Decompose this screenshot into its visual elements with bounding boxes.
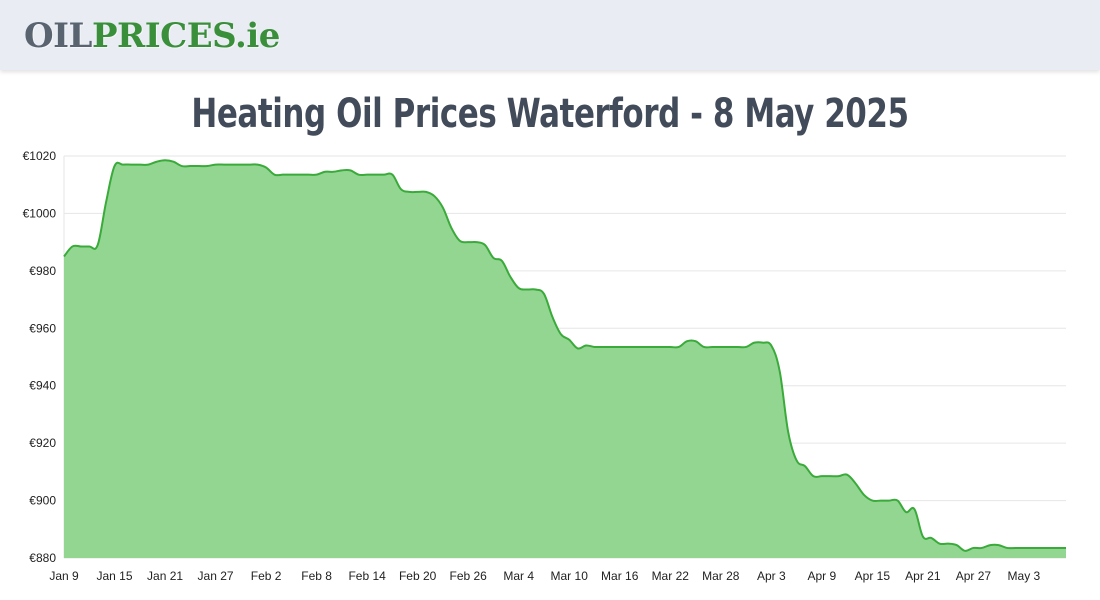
logo-tld-text: .ie <box>234 16 280 56</box>
logo-prices-text: PRICES <box>91 16 236 56</box>
price-area-fill <box>64 160 1066 558</box>
x-tick-label: Apr 15 <box>855 569 891 583</box>
x-tick-label: Feb 20 <box>399 569 437 583</box>
x-tick-label: Apr 27 <box>956 569 992 583</box>
x-tick-label: Apr 9 <box>807 569 836 583</box>
y-tick-label: €920 <box>29 436 56 450</box>
price-series-line <box>63 159 1066 552</box>
y-tick-label: €1020 <box>23 149 57 163</box>
x-tick-label: Mar 4 <box>503 569 534 583</box>
x-tick-label: Feb 8 <box>301 569 332 583</box>
x-tick-label: Apr 21 <box>905 569 941 583</box>
y-tick-label: €940 <box>29 379 56 393</box>
top-header-bar: OILPRICES.ie <box>0 0 1100 70</box>
x-tick-label: Apr 3 <box>757 569 786 583</box>
y-tick-label: €880 <box>29 551 56 565</box>
x-tick-label: Mar 16 <box>601 569 639 583</box>
x-tick-label: Jan 27 <box>198 569 234 583</box>
x-tick-label: May 3 <box>1008 569 1041 583</box>
x-tick-label: Jan 21 <box>147 569 183 583</box>
y-tick-label: €960 <box>29 321 56 335</box>
x-tick-label: Feb 14 <box>348 569 386 583</box>
site-logo[interactable]: OILPRICES.ie <box>24 16 280 56</box>
x-tick-label: Feb 2 <box>251 569 282 583</box>
y-tick-label: €900 <box>29 494 56 508</box>
x-tick-label: Jan 15 <box>97 569 133 583</box>
x-tick-label: Feb 26 <box>449 569 487 583</box>
y-tick-label: €1000 <box>23 206 57 220</box>
page-title: Heating Oil Prices Waterford - 8 May 202… <box>191 91 909 137</box>
x-tick-label: Mar 28 <box>702 569 740 583</box>
x-tick-label: Mar 10 <box>551 569 589 583</box>
logo-oil-text: OIL <box>24 16 92 56</box>
x-tick-label: Jan 9 <box>49 569 79 583</box>
x-tick-label: Mar 22 <box>652 569 690 583</box>
y-tick-label: €980 <box>29 264 56 278</box>
